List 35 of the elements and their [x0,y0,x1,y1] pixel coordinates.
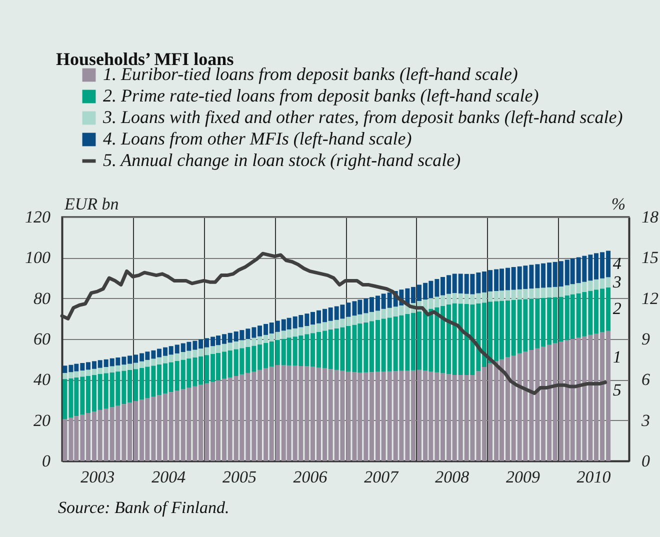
y-axis-title: EUR bn [64,194,119,214]
x-tick-label: 2006 [293,468,328,486]
x-tick-label: 2007 [364,468,400,486]
y-tick-label: 20 [34,410,51,430]
annotation: 2 [612,299,622,318]
y-tick-label: 120 [25,208,51,226]
annotation: 5 [612,380,622,400]
x-tick-label: 2003 [80,468,115,486]
x-tick-label: 2004 [152,468,186,486]
annotation: 4 [612,254,622,273]
y2-tick-label: 6 [642,370,650,390]
legend-label: 4. Loans from other MFIs (left-hand scale) [103,128,412,148]
y2-tick-label: 0 [642,452,650,470]
y-tick-label: 40 [34,370,51,390]
legend-label: 5. Annual change in loan stock (right-hand scale) [103,150,461,170]
source-note: Source: Bank of Finland. [58,498,230,517]
y2-axis-title: % [611,194,626,214]
annotation: 3 [612,272,622,292]
y2-tick-label: 12 [642,288,659,308]
y2-tick-label: 18 [642,208,659,226]
annotation: 1 [612,348,622,367]
legend-label: 3. Loans with fixed and other rates, from deposit banks (left-hand scale) [102,107,623,127]
y2-tick-label: 3 [640,410,650,430]
legend-label: 2. Prime rate-tied loans from deposit banks (left-hand scale) [103,86,539,106]
y2-tick-label: 15 [642,248,658,268]
y-tick-label: 100 [25,248,51,268]
x-tick-label: 2005 [222,468,256,486]
y-tick-label: 60 [34,330,51,348]
x-tick-label: 2009 [506,468,540,486]
y2-tick-label: 9 [642,330,650,348]
y-tick-label: 80 [34,288,51,308]
line-series [60,252,608,395]
x-tick-label: 2010 [576,468,612,486]
y-tick-label: 0 [42,452,51,470]
x-tick-label: 2008 [435,468,470,486]
